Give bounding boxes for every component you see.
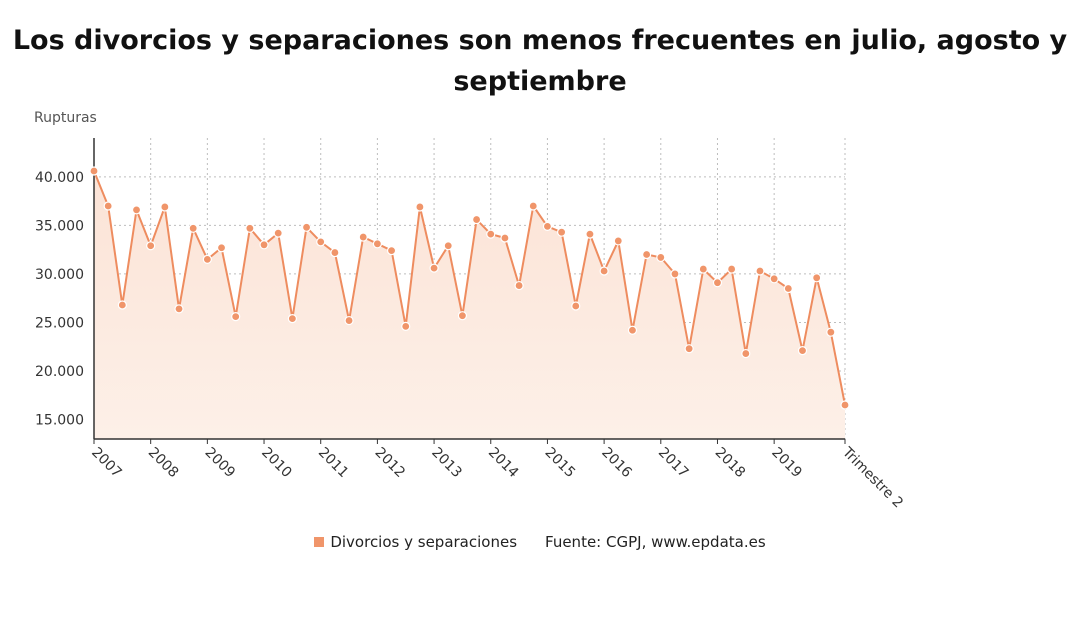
data-point xyxy=(656,252,666,263)
area-fill xyxy=(94,171,845,439)
data-point xyxy=(457,311,468,321)
axes xyxy=(93,138,846,444)
data-point xyxy=(372,239,382,249)
data-point xyxy=(245,223,255,233)
data-point xyxy=(613,236,623,246)
source-note: Fuente: CGPJ, www.epdata.es xyxy=(545,533,766,551)
data-point xyxy=(216,243,227,253)
x-tick-label: 2017 xyxy=(655,445,692,482)
y-tick-label: 30.000 xyxy=(35,267,84,283)
data-point xyxy=(202,254,212,264)
y-tick-label: 15.000 xyxy=(35,413,84,429)
data-point xyxy=(89,166,99,176)
data-point xyxy=(415,202,425,212)
x-tick-label: 2012 xyxy=(372,445,409,482)
data-point xyxy=(301,222,312,232)
data-point xyxy=(585,229,595,239)
y-tick-label: 25.000 xyxy=(35,315,84,331)
data-point xyxy=(316,237,326,247)
x-tick-label: 2016 xyxy=(598,445,635,482)
data-point xyxy=(401,321,411,331)
data-point xyxy=(103,201,113,211)
x-tick-label: 2010 xyxy=(258,445,295,482)
series-points xyxy=(89,166,850,410)
data-point xyxy=(755,266,765,276)
x-tick-label: Trimestre 2 xyxy=(838,444,906,512)
data-point xyxy=(812,273,822,283)
data-point xyxy=(287,314,297,324)
data-point xyxy=(160,202,170,212)
data-point xyxy=(443,241,453,251)
y-tick-label: 35.000 xyxy=(35,218,84,234)
legend-series-label: Divorcios y separaciones xyxy=(330,533,518,551)
data-point xyxy=(486,229,496,239)
x-tick-label: 2015 xyxy=(542,445,579,482)
x-tick-label: 2011 xyxy=(315,445,352,482)
data-point xyxy=(231,312,241,322)
data-point xyxy=(344,315,354,326)
data-point xyxy=(117,300,127,310)
y-axis-label: Rupturas xyxy=(34,110,97,126)
data-point xyxy=(797,346,808,356)
x-tick-labels: 2007 2008 2009 2010 2011 2012 2013 2014 2015 2016… xyxy=(88,444,906,512)
data-point xyxy=(684,344,694,354)
y-tick-label: 40.000 xyxy=(35,170,84,186)
data-point xyxy=(727,264,737,274)
data-point xyxy=(330,247,340,258)
data-point xyxy=(542,221,553,231)
data-point xyxy=(670,269,680,279)
data-point xyxy=(500,233,510,243)
x-tick-label: 2014 xyxy=(485,445,522,482)
data-point xyxy=(599,266,609,276)
x-tick-label: 2008 xyxy=(145,445,182,482)
data-point xyxy=(386,246,397,256)
x-tick-label: 2009 xyxy=(202,445,239,482)
data-point xyxy=(146,241,156,251)
y-tick-label: 20.000 xyxy=(35,364,84,380)
data-point xyxy=(712,278,723,288)
y-tick-labels: 15.000 20.000 25.000 30.000 35.000 40.000 xyxy=(35,170,84,429)
data-point xyxy=(642,249,652,260)
data-point xyxy=(358,232,368,242)
data-point xyxy=(783,283,793,294)
x-tick-label: 2018 xyxy=(712,445,749,482)
x-tick-label: 2007 xyxy=(88,445,125,482)
data-point xyxy=(557,227,567,237)
data-point xyxy=(273,228,283,238)
data-point xyxy=(741,348,751,359)
data-point xyxy=(698,264,708,274)
data-point xyxy=(429,263,439,273)
data-point xyxy=(174,304,184,314)
data-point xyxy=(259,240,269,250)
legend: Divorcios y separaciones Fuente: CGPJ, ww… xyxy=(0,533,1080,551)
data-point xyxy=(188,223,198,233)
chart-title: Los divorcios y separaciones son menos f… xyxy=(12,25,1068,97)
data-point xyxy=(131,205,142,215)
x-tick-label: 2013 xyxy=(428,445,465,482)
data-point xyxy=(514,280,524,291)
data-point xyxy=(826,327,836,337)
data-point xyxy=(528,201,538,211)
data-point xyxy=(769,274,779,284)
legend-swatch xyxy=(314,537,325,547)
x-tick-label: 2019 xyxy=(768,445,805,482)
data-point xyxy=(471,214,482,225)
data-point xyxy=(840,400,850,410)
data-point xyxy=(571,301,581,311)
data-point xyxy=(627,325,638,335)
